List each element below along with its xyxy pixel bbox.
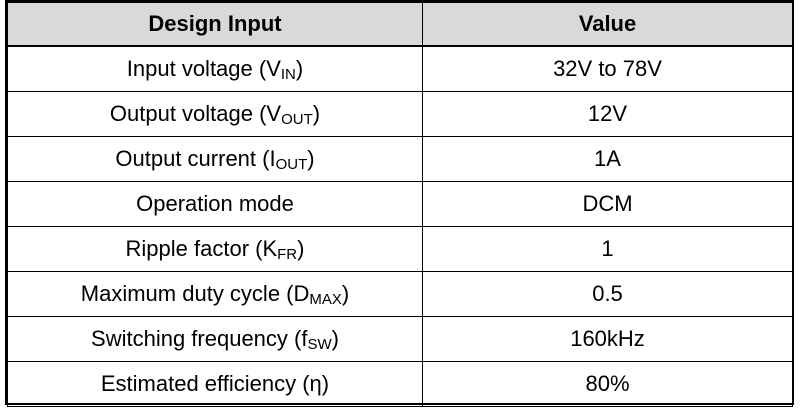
design-input-table-container: Design Input Value Input voltage (VIN) 3… (5, 0, 794, 407)
row-label-suffix: ) (341, 280, 350, 306)
table-row: Operation mode DCM (7, 181, 793, 227)
row-label: Switching frequency (fSW) (7, 316, 423, 362)
row-label-suffix: ) (297, 235, 305, 261)
row-label-suffix: ) (295, 55, 304, 81)
row-label: Operation mode (7, 181, 423, 227)
row-value: 32V to 78V (422, 45, 793, 92)
table-row: Maximum duty cycle (DMAX) 0.5 (7, 271, 793, 317)
row-label-text: Ripple factor (K (125, 235, 278, 261)
table-row: Switching frequency (fSW) 160kHz (7, 316, 793, 362)
row-label-subscript: IN (280, 65, 296, 83)
row-label: Maximum duty cycle (DMAX) (7, 271, 423, 317)
row-label-text: Operation mode (136, 190, 294, 216)
row-label-text: Maximum duty cycle (D (80, 280, 310, 306)
row-label-subscript: MAX (309, 290, 342, 308)
row-label: Output current (IOUT) (7, 136, 423, 182)
row-label: Estimated efficiency (η) (7, 361, 423, 407)
row-value: 1A (422, 136, 793, 182)
row-label-suffix: ) (312, 100, 321, 126)
row-value: 0.5 (422, 271, 793, 317)
row-label-subscript: OUT (275, 155, 308, 173)
row-label: Ripple factor (KFR) (7, 226, 423, 272)
row-value: DCM (422, 181, 793, 227)
row-value: 80% (422, 361, 793, 407)
row-label-text: Input voltage (V (126, 55, 281, 81)
table-row: Output current (IOUT) 1A (7, 136, 793, 182)
row-label-subscript: SW (307, 335, 332, 353)
table-header-row: Design Input Value (7, 2, 793, 47)
row-label-subscript: OUT (281, 110, 313, 128)
table-row: Input voltage (VIN) 32V to 78V (7, 45, 793, 92)
row-value: 160kHz (422, 316, 793, 362)
table-row: Ripple factor (KFR) 1 (7, 226, 793, 272)
table-row: Estimated efficiency (η) 80% (7, 361, 793, 407)
row-value: 12V (422, 91, 793, 137)
header-value: Value (422, 2, 793, 47)
table-row: Output voltage (VOUT) 12V (7, 91, 793, 137)
row-label: Output voltage (VOUT) (7, 91, 423, 137)
design-input-table: Design Input Value Input voltage (VIN) 3… (7, 2, 793, 407)
row-label-suffix: ) (307, 145, 315, 171)
row-label-suffix: ) (331, 325, 339, 351)
row-label-subscript: FR (277, 245, 298, 263)
row-value: 1 (422, 226, 793, 272)
row-label-text: Estimated efficiency (η) (100, 370, 330, 396)
row-label: Input voltage (VIN) (7, 45, 423, 92)
row-label-text: Output current (I (115, 145, 276, 171)
row-label-text: Switching frequency (f (91, 325, 308, 351)
row-label-text: Output voltage (V (109, 100, 282, 126)
header-design-input: Design Input (7, 2, 423, 47)
